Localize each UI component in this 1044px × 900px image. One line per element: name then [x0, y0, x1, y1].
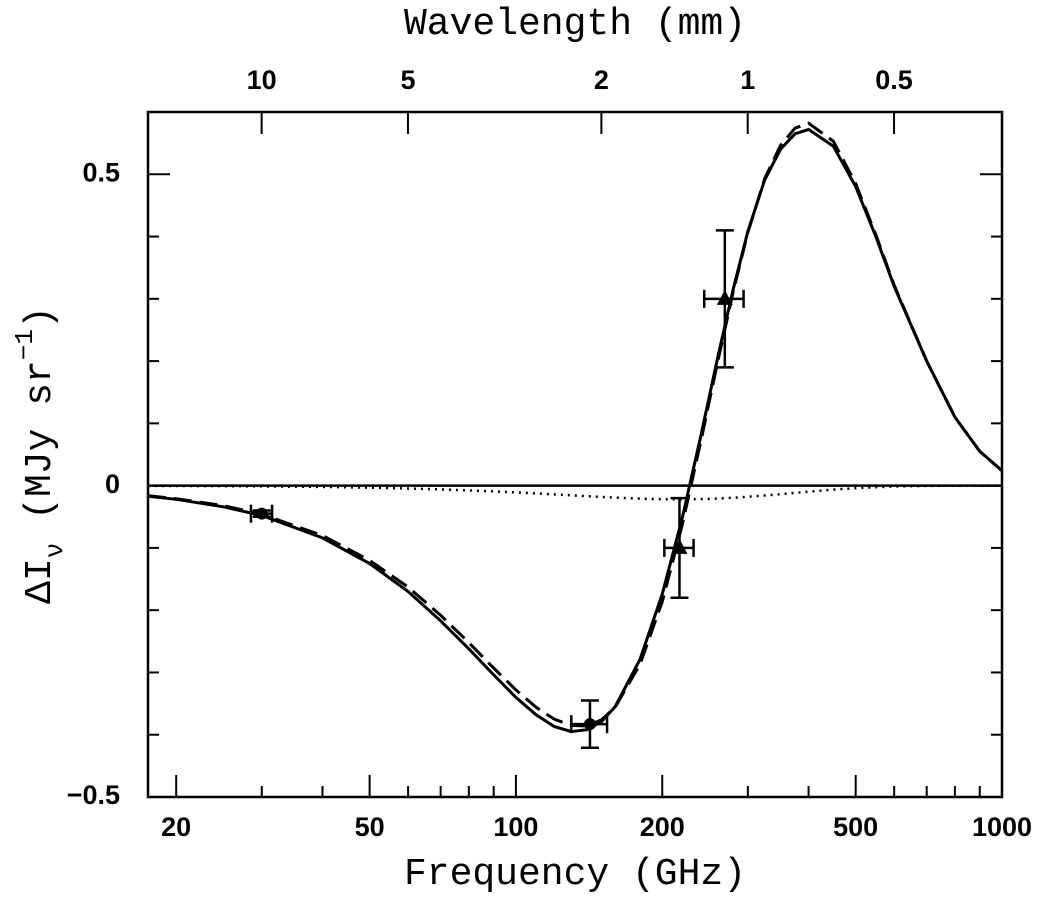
data-point — [255, 507, 268, 520]
x-tick-label: 500 — [833, 812, 878, 842]
curve — [147, 484, 1002, 501]
data-point — [583, 718, 596, 731]
x2-tick-label: 5 — [400, 65, 415, 95]
data-point — [671, 538, 688, 554]
data-point — [716, 289, 733, 305]
y-tick-label: 0 — [105, 469, 120, 499]
plot-frame — [146, 110, 1004, 799]
x2-tick-label: 2 — [594, 65, 609, 95]
y-axis-title-part: (MJy sr — [19, 360, 62, 542]
x2-tick-label: 1 — [740, 65, 755, 95]
x2-tick-label: 10 — [247, 65, 277, 95]
top-axis-title: Wavelength (mm) — [404, 3, 746, 46]
x-tick-label: 20 — [161, 812, 191, 842]
curve — [147, 127, 1003, 734]
x-tick-label: 1000 — [972, 812, 1032, 842]
curve — [147, 121, 1003, 728]
x-tick-label: 200 — [640, 812, 685, 842]
y-axis-title-part: ) — [19, 306, 62, 329]
x-axis-title: Frequency (GHz) — [404, 853, 746, 896]
y-axis-title-part: −1 — [10, 329, 40, 360]
x-tick-label: 50 — [355, 812, 385, 842]
x-tick-label: 100 — [493, 812, 538, 842]
y-tick-label: 0.5 — [82, 157, 120, 187]
y-axis-title-part: ν — [40, 543, 70, 559]
y-axis-title-part: ΔI — [19, 558, 62, 604]
y-tick-label: −0.5 — [67, 780, 120, 810]
y-axis-title: ΔIν (MJy sr−1) — [10, 306, 70, 604]
x2-tick-label: 0.5 — [875, 65, 913, 95]
